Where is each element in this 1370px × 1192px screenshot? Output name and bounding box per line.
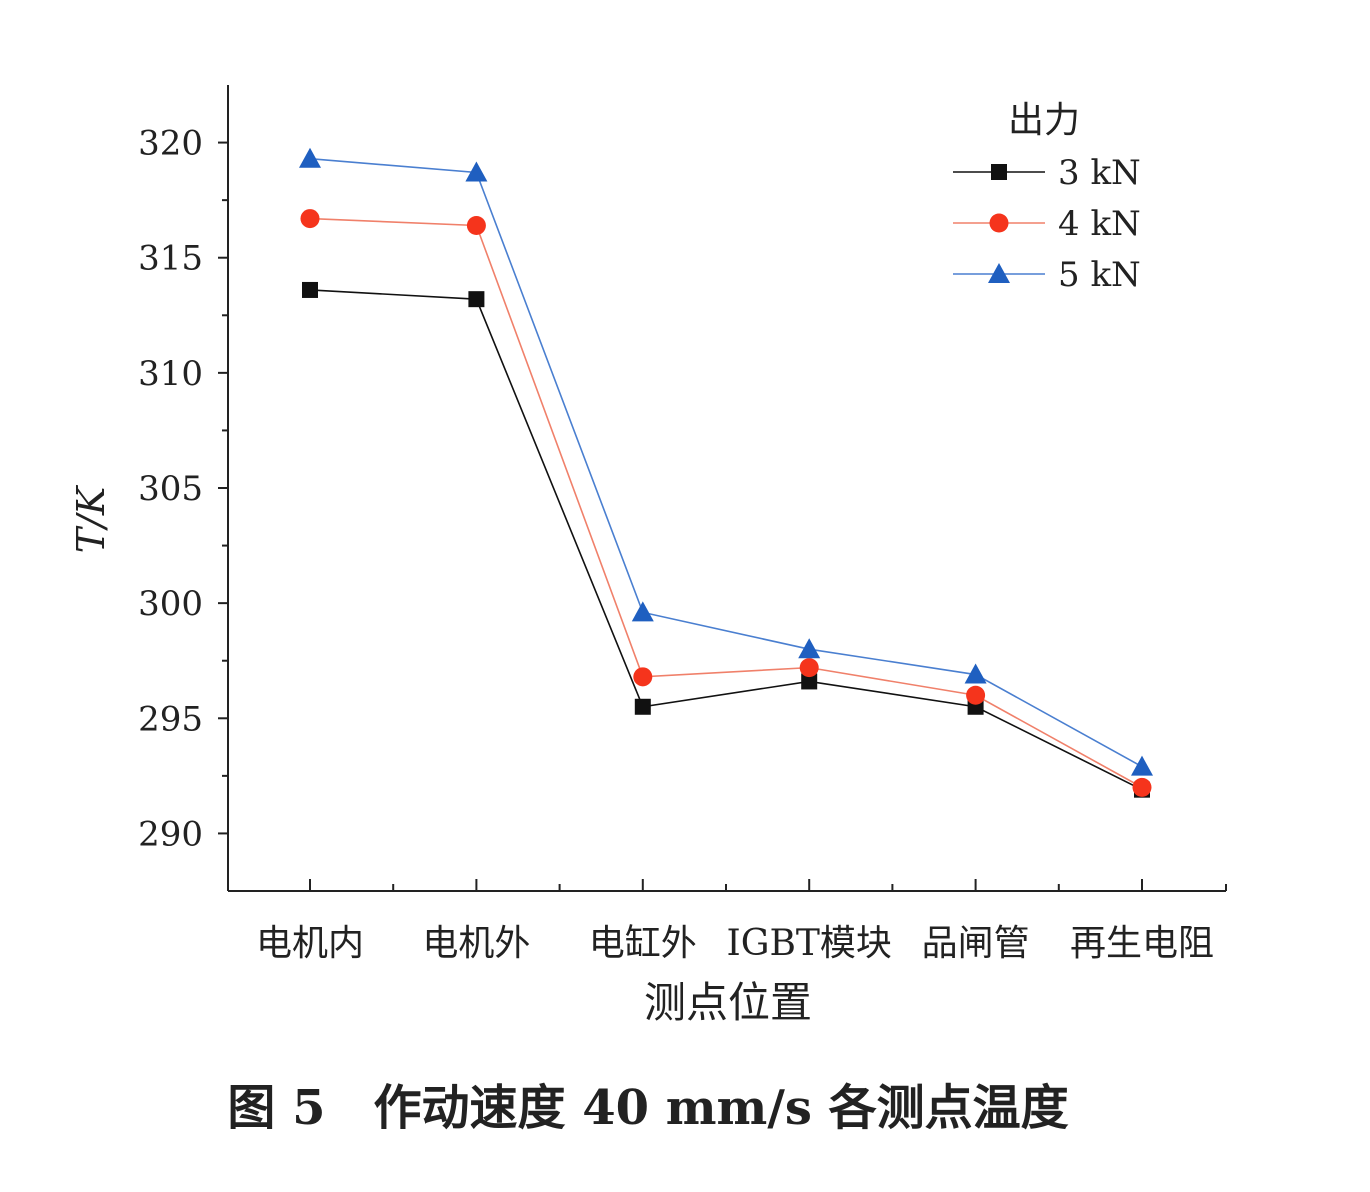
series-line-1	[309, 217, 1143, 789]
x-axis-label: 测点位置	[644, 978, 812, 1027]
y-tick-label: 300	[138, 584, 203, 624]
series-line-2	[309, 157, 1143, 768]
legend-label: 3 kN	[1058, 153, 1141, 193]
y-tick-label: 295	[138, 699, 203, 739]
y-tick-label: 305	[138, 469, 203, 509]
data-point-0-0	[302, 281, 318, 298]
legend-marker-1	[989, 213, 1009, 233]
data-point-2-5	[1131, 755, 1153, 776]
data-point-1-3	[799, 658, 819, 678]
figure-caption: 图 5 作动速度 40 mm/s 各测点温度	[227, 1080, 1068, 1136]
data-point-1-5	[1132, 777, 1152, 797]
data-point-1-4	[966, 685, 986, 705]
x-tick-label: IGBT模块	[726, 923, 891, 964]
y-tick-label: 310	[138, 354, 203, 394]
legend-label: 5 kN	[1058, 255, 1141, 295]
data-point-0-3	[801, 673, 818, 690]
legend-marker-2	[988, 263, 1010, 283]
legend-marker-0	[991, 164, 1007, 180]
data-point-0-1	[468, 291, 485, 308]
x-tick-label: 电缸外	[589, 923, 697, 964]
legend-title: 出力	[1008, 100, 1080, 141]
data-point-2-4	[964, 663, 987, 684]
data-point-2-2	[631, 601, 654, 622]
y-tick-label: 320	[138, 124, 203, 164]
data-point-2-1	[465, 161, 488, 182]
y-tick-label: 290	[138, 814, 203, 854]
x-tick-label: 品闸管	[922, 923, 1030, 964]
y-axis-label: T/K	[69, 484, 113, 553]
data-point-1-2	[633, 667, 653, 687]
x-tick-label: 电机外	[422, 923, 530, 964]
data-point-2-3	[798, 638, 821, 659]
x-tick-label: 再生电阻	[1070, 923, 1214, 964]
data-point-1-1	[466, 215, 486, 235]
data-point-1-0	[300, 209, 320, 229]
x-tick-label: 电机内	[256, 923, 364, 964]
legend-label: 4 kN	[1058, 204, 1141, 244]
data-point-2-0	[299, 147, 321, 168]
y-tick-label: 315	[138, 239, 203, 279]
data-point-0-2	[634, 698, 651, 715]
series-line-0	[309, 289, 1143, 791]
